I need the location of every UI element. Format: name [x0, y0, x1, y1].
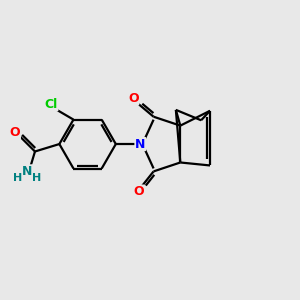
Text: H: H [13, 173, 22, 183]
Text: O: O [128, 92, 139, 105]
Text: H: H [32, 173, 41, 183]
Text: Cl: Cl [44, 98, 58, 111]
Text: N: N [22, 165, 32, 178]
Text: O: O [134, 185, 144, 198]
Text: O: O [10, 126, 20, 139]
Text: N: N [135, 138, 146, 151]
